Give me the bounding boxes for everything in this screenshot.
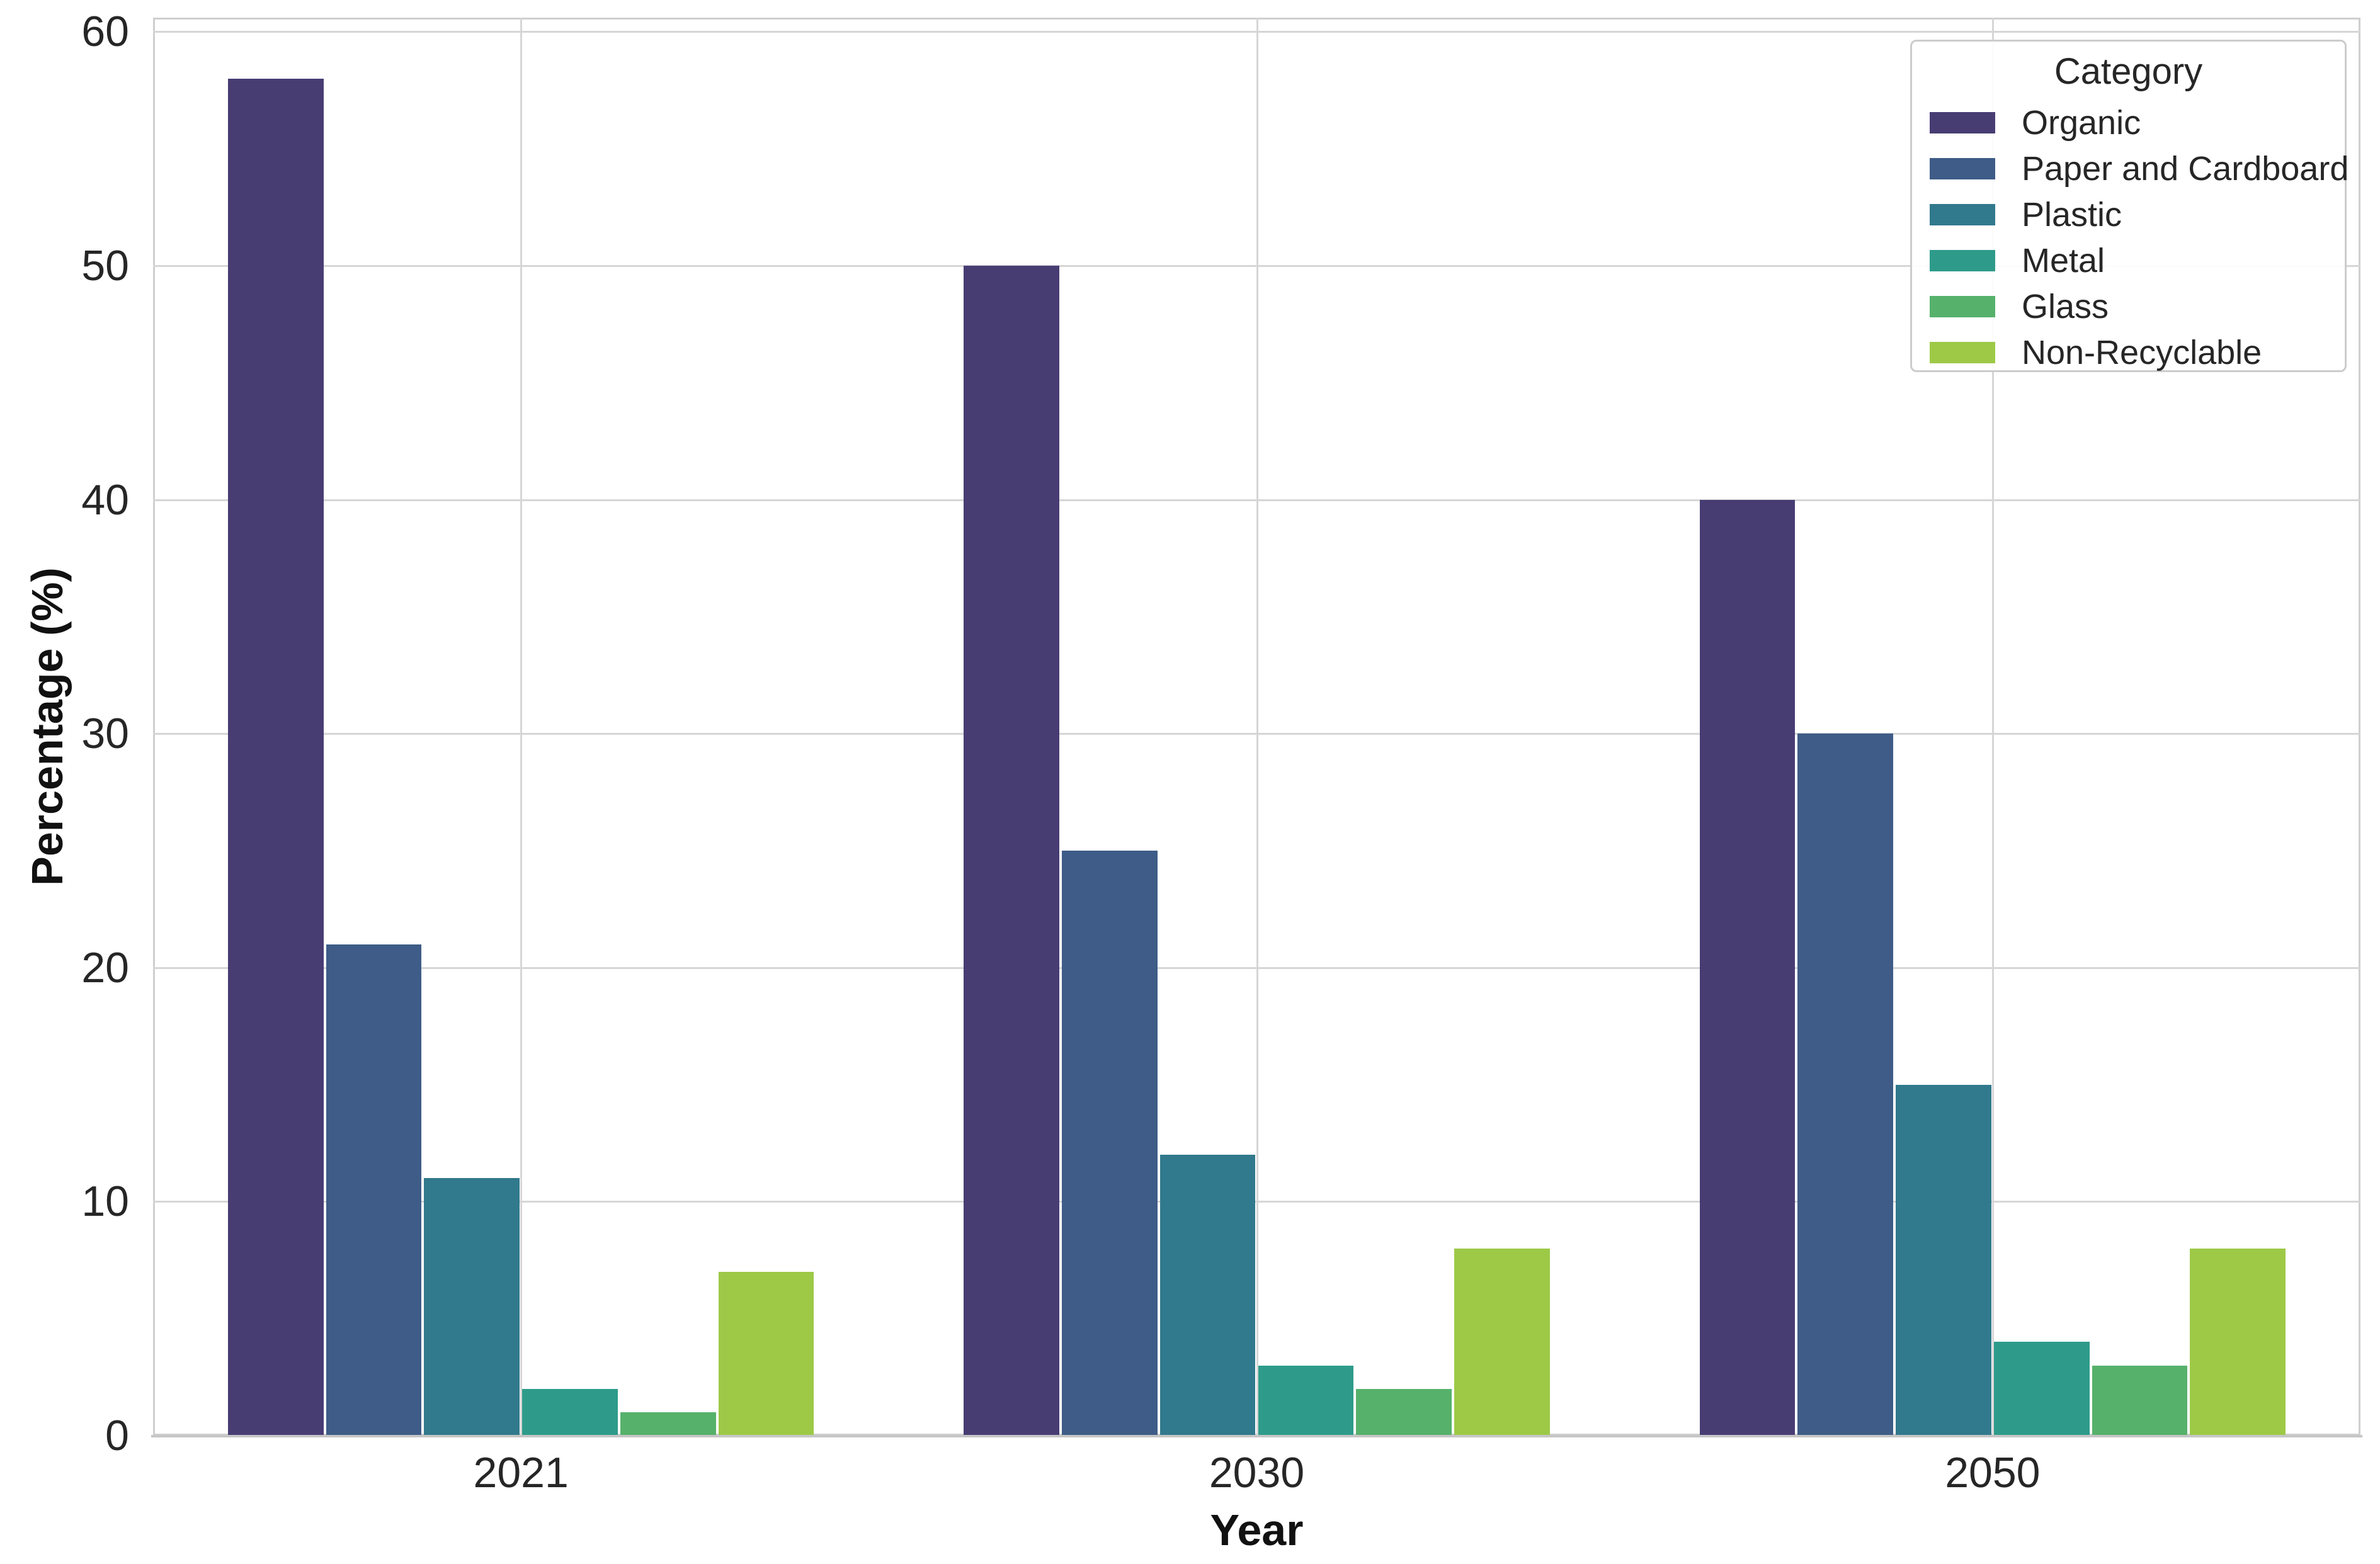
bar-metal-2030 <box>1258 1365 1354 1436</box>
bar-paper-and-cardboard-2021 <box>326 944 422 1436</box>
paper-and-cardboard-swatch-icon <box>1930 157 1995 179</box>
legend-item-label: Organic <box>2022 103 2141 142</box>
gridline-x-2050 <box>1991 18 1994 1436</box>
legend-item-label: Metal <box>2022 241 2105 280</box>
y-tick-label-0: 0 <box>105 1412 129 1459</box>
bar-organic-2021 <box>227 78 324 1436</box>
metal-swatch-icon <box>1930 249 1995 271</box>
legend-item-paper-and-cardboard: Paper and Cardboard <box>1912 145 2349 191</box>
bar-paper-and-cardboard-2050 <box>1797 734 1894 1436</box>
bar-organic-2050 <box>1699 499 1796 1436</box>
bar-glass-2050 <box>2092 1365 2188 1436</box>
bar-non-recyclable-2021 <box>718 1271 814 1436</box>
x-tick-label-2030: 2030 <box>1209 1449 1305 1497</box>
legend-item-organic: Organic <box>1912 99 2345 145</box>
bar-metal-2021 <box>522 1388 618 1436</box>
x-tick-label-2050: 2050 <box>1945 1449 2041 1497</box>
legend: Category Organic Paper and Cardboard Plast… <box>1910 40 2349 375</box>
legend-title: Category <box>2054 51 2203 92</box>
y-tick-label-10: 10 <box>81 1177 129 1226</box>
x-axis-title: Year <box>1210 1505 1304 1555</box>
glass-swatch-icon <box>1930 295 1995 317</box>
bar-glass-2030 <box>1356 1388 1452 1436</box>
organic-swatch-icon <box>1930 111 1995 133</box>
x-axis-line <box>151 1435 2362 1437</box>
legend-item-plastic: Plastic <box>1912 191 2345 237</box>
gridline-x-2021 <box>520 18 523 1436</box>
x-tick-label-2021: 2021 <box>473 1449 569 1497</box>
gridline-x-2030 <box>1256 18 1258 1436</box>
y-axis-title: Percentage (%) <box>23 567 72 886</box>
legend-item-non-recyclable: Non-Recyclable <box>1912 329 2345 375</box>
legend-item-label: Glass <box>2022 287 2109 326</box>
legend-item-label: Plastic <box>2022 195 2122 234</box>
y-tick-label-20: 20 <box>81 943 129 992</box>
bar-paper-and-cardboard-2030 <box>1061 850 1158 1436</box>
bar-plastic-2021 <box>424 1178 520 1436</box>
legend-item-label: Non-Recyclable <box>2022 333 2262 371</box>
legend-item-metal: Metal <box>1912 237 2345 283</box>
y-tick-label-60: 60 <box>81 8 129 56</box>
plastic-swatch-icon <box>1930 203 1995 225</box>
bar-organic-2030 <box>964 265 1059 1436</box>
bar-metal-2050 <box>1993 1342 2090 1436</box>
bar-non-recyclable-2030 <box>1454 1248 1550 1436</box>
legend-item-label: Paper and Cardboard <box>2022 149 2349 188</box>
bar-glass-2021 <box>620 1412 716 1436</box>
bar-plastic-2050 <box>1896 1084 1991 1436</box>
y-tick-label-50: 50 <box>81 241 129 290</box>
y-tick-label-40: 40 <box>81 475 129 524</box>
bar-non-recyclable-2050 <box>2190 1248 2286 1436</box>
y-tick-label-30: 30 <box>81 710 129 758</box>
legend-item-glass: Glass <box>1912 283 2345 329</box>
legend-items: Organic Paper and Cardboard Plastic Metal Gl… <box>1912 99 2349 375</box>
bar-plastic-2030 <box>1159 1155 1256 1436</box>
non-recyclable-swatch-icon <box>1930 341 1995 363</box>
